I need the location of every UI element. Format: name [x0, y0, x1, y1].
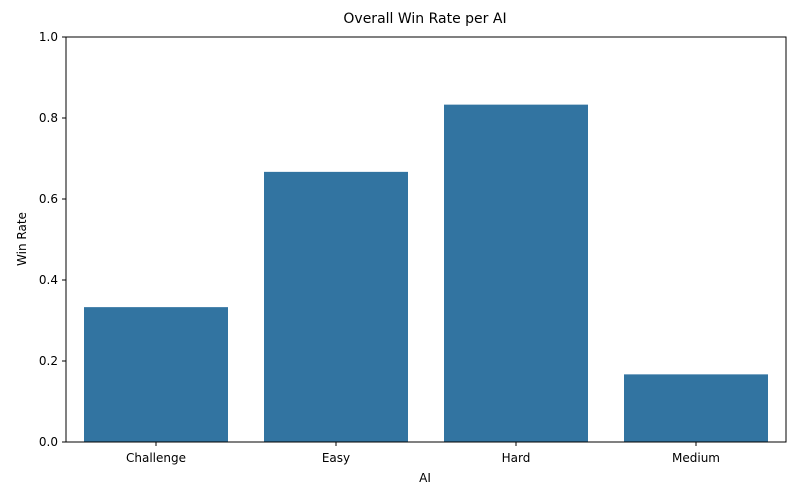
- y-tick-label: 1.0: [39, 30, 58, 44]
- bar-easy: [264, 171, 408, 443]
- bar-medium: [624, 374, 768, 442]
- plot-frame: [65, 36, 787, 443]
- x-tick-label: Challenge: [126, 451, 186, 465]
- x-tick-label: Easy: [322, 451, 350, 465]
- bar-hard: [444, 104, 588, 442]
- bar-challenge: [84, 307, 228, 442]
- x-tick-label: Hard: [502, 451, 531, 465]
- y-tick-label: 0.8: [39, 111, 58, 125]
- bars-layer: [84, 104, 768, 443]
- x-ticks: Challenge Easy Hard Medium: [126, 442, 720, 465]
- y-ticks: 0.0 0.2 0.4 0.6 0.8 1.0: [39, 30, 66, 449]
- chart-title: Overall Win Rate per AI: [343, 11, 506, 27]
- x-axis-title: AI: [419, 471, 431, 485]
- y-axis-title: Win Rate: [15, 212, 29, 266]
- y-tick-label: 0.2: [39, 354, 58, 368]
- y-tick-label: 0.6: [39, 192, 58, 206]
- y-tick-label: 0.4: [39, 273, 58, 287]
- y-tick-label: 0.0: [39, 435, 58, 449]
- axes-layer: [65, 36, 787, 443]
- x-tick-label: Medium: [672, 451, 720, 465]
